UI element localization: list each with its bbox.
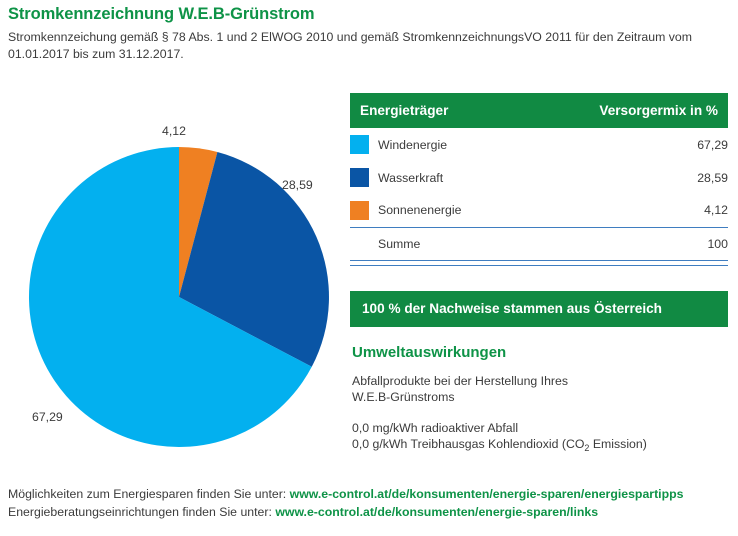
link-energiespartipps[interactable]: www.e-control.at/de/konsumenten/energie-…: [289, 487, 684, 501]
table-row: Windenergie 67,29: [350, 128, 728, 161]
footer-line-energiespartipps: Möglichkeiten zum Energiesparen finden S…: [8, 486, 734, 504]
energy-mix-table: Energieträger Versorgermix in % Windener…: [350, 93, 728, 261]
row-label-sonnenenergie: Sonnenenergie: [378, 203, 462, 218]
footer-text-2: Energieberatungseinrichtungen finden Sie…: [8, 504, 276, 519]
row-label-wasserkraft: Wasserkraft: [378, 170, 444, 185]
co2-subscript: 2: [584, 443, 590, 453]
co2-text-prefix: 0,0 g/kWh Treibhausgas Kohlendioxid (CO: [352, 437, 585, 451]
environment-heading: Umweltauswirkungen: [352, 343, 507, 361]
page-title: Stromkennzeichnung W.E.B-Grünstrom: [8, 5, 315, 23]
column-header-versorgermix: Versorgermix in %: [509, 93, 728, 128]
legend-swatch-windenergie: [350, 135, 369, 154]
row-value-wasserkraft: 28,59: [697, 170, 728, 185]
row-value-sonnenenergie: 4,12: [704, 203, 728, 218]
legend-swatch-sonnenenergie: [350, 200, 369, 220]
pie-label-wasserkraft: 28,59: [282, 178, 313, 192]
row-value-windenergie: 67,29: [697, 137, 728, 152]
page-subtitle: Stromkennzeichung gemäß § 78 Abs. 1 und …: [8, 30, 692, 61]
legend-swatch-wasserkraft: [350, 168, 369, 187]
co2-text-suffix: Emission): [589, 437, 647, 451]
pie-slice-windenergie: [28, 147, 312, 447]
right-column: Energieträger Versorgermix in % Windener…: [350, 93, 728, 454]
table-row: Wasserkraft 28,59: [350, 161, 728, 194]
legend-swatch-cell: [350, 194, 378, 227]
legend-swatch-cell: [350, 128, 378, 161]
pie-label-sonnenenergie: 4,12: [162, 124, 186, 138]
row-value-summe: 100: [509, 226, 728, 261]
footer-line-energieberatung: Energieberatungseinrichtungen finden Sie…: [8, 504, 734, 522]
environment-co2-emission: 0,0 g/kWh Treibhausgas Kohlendioxid (CO2…: [352, 436, 728, 454]
column-header-energietraeger: Energieträger: [350, 93, 510, 128]
environment-waste-line-2: W.E.B-Grünstroms: [352, 390, 455, 404]
pie-chart-svg: [28, 147, 329, 447]
legend-swatch-cell: [350, 161, 378, 194]
table-header-row: Energieträger Versorgermix in %: [350, 93, 728, 128]
table-bottom-rule: [350, 263, 728, 266]
table-row: Sonnenenergie 4,12: [350, 194, 728, 227]
link-energieberatung[interactable]: www.e-control.at/de/konsumenten/energie-…: [275, 504, 599, 519]
pie-slice-sonnenenergie: [179, 147, 218, 297]
environment-waste-line-1: Abfallprodukte bei der Herstellung Ihres: [352, 373, 569, 388]
pie-slice-wasserkraft: [179, 152, 329, 367]
table-sum-row: Summe 100: [350, 226, 728, 261]
row-label-summe: Summe: [378, 226, 510, 261]
energy-mix-pie-chart: 4,12 28,59 67,29: [0, 110, 340, 460]
footer-text-1: Möglichkeiten zum Energiesparen finden S…: [8, 487, 290, 501]
table-head: Energieträger Versorgermix in %: [350, 93, 728, 128]
environment-radioactive-waste: 0,0 mg/kWh radioaktiver Abfall: [352, 420, 519, 435]
footer: Möglichkeiten zum Energiesparen finden S…: [8, 486, 734, 521]
sum-spacer-cell: [350, 226, 378, 261]
origin-banner: 100 % der Nachweise stammen aus Österrei…: [350, 290, 728, 327]
pie-label-windenergie: 67,29: [32, 410, 63, 424]
page-header: Stromkennzeichnung W.E.B-Grünstrom Strom…: [8, 4, 730, 63]
table-body: Windenergie 67,29 Wasserkraft 28,59 Sonn…: [350, 128, 728, 261]
row-label-windenergie: Windenergie: [378, 137, 448, 152]
